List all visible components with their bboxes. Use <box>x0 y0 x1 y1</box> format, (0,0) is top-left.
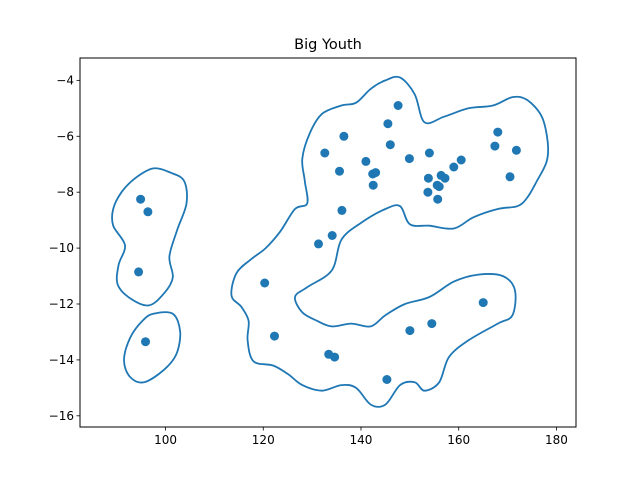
data-point-39 <box>505 172 515 182</box>
data-point-26 <box>423 173 433 183</box>
data-point-15 <box>361 156 371 166</box>
x-tick-label: 180 <box>545 433 568 447</box>
data-point-19 <box>383 119 393 129</box>
data-point-7 <box>314 239 323 249</box>
data-point-37 <box>490 141 500 151</box>
data-point-9 <box>330 352 340 362</box>
data-point-1 <box>136 194 146 204</box>
y-axis: −16 −14 −12 −10 −8 −6 −4 <box>49 73 80 423</box>
y-tick-label: −4 <box>56 73 74 87</box>
data-point-35 <box>456 155 466 165</box>
data-point-33 <box>427 319 437 329</box>
y-tick-label: −8 <box>56 185 74 199</box>
data-point-3 <box>134 267 144 277</box>
density-contour-2 <box>123 311 182 384</box>
data-point-29 <box>434 182 444 192</box>
x-axis: 100 120 140 160 180 <box>154 427 568 447</box>
data-point-40 <box>511 145 521 155</box>
data-point-20 <box>385 140 395 150</box>
data-point-6 <box>270 331 279 341</box>
data-point-12 <box>335 166 344 176</box>
plot-frame <box>79 57 577 428</box>
data-point-34 <box>449 162 459 172</box>
x-tick-label: 140 <box>350 433 373 447</box>
data-point-11 <box>320 148 330 158</box>
y-tick-label: −12 <box>49 297 74 311</box>
data-point-5 <box>260 278 270 288</box>
y-tick-label: −14 <box>49 353 74 367</box>
data-point-14 <box>339 131 349 141</box>
data-point-38 <box>493 127 503 137</box>
data-point-25 <box>424 148 434 158</box>
data-point-10 <box>327 231 337 240</box>
data-point-18 <box>368 180 378 190</box>
y-tick-label: −6 <box>56 129 74 143</box>
y-tick-label: −10 <box>49 241 74 255</box>
data-point-31 <box>440 173 450 183</box>
data-point-2 <box>143 207 153 217</box>
x-tick-label: 120 <box>252 433 275 447</box>
data-point-17 <box>371 168 381 178</box>
data-point-36 <box>478 298 488 308</box>
data-point-27 <box>423 187 433 197</box>
points-group <box>134 101 521 384</box>
data-point-23 <box>382 375 392 384</box>
data-point-4 <box>141 337 150 347</box>
contour-group <box>111 75 550 408</box>
data-point-21 <box>393 101 403 110</box>
density-contour-3 <box>230 75 550 408</box>
x-tick-label: 100 <box>154 433 177 447</box>
data-point-32 <box>433 194 443 204</box>
y-tick-label: −16 <box>49 409 74 423</box>
x-tick-label: 160 <box>447 433 470 447</box>
data-point-22 <box>404 154 414 164</box>
chart-title: Big Youth <box>294 37 362 53</box>
data-point-24 <box>405 326 415 336</box>
data-point-13 <box>337 205 347 215</box>
density-contour-1 <box>111 167 188 307</box>
